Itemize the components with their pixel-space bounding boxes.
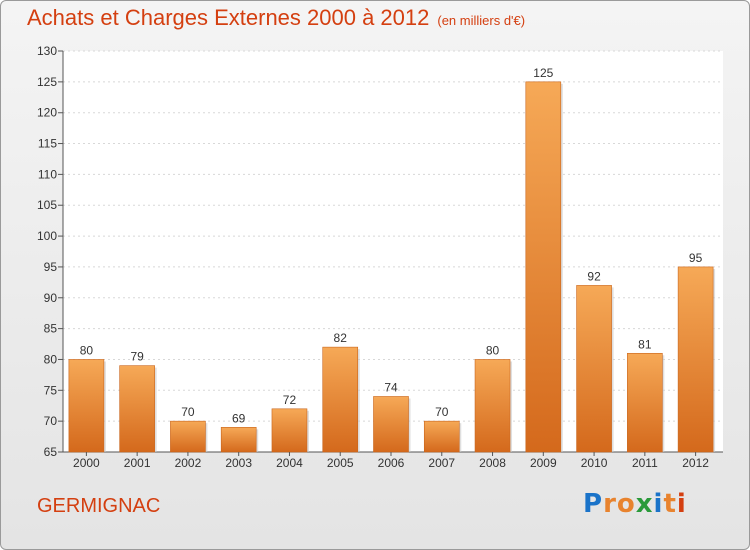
bar — [170, 420, 206, 453]
proxiti-logo: Proxiti — [583, 489, 687, 519]
y-tick-label: 120 — [37, 106, 57, 120]
y-tick-label: 110 — [38, 167, 57, 181]
x-tick-label: 2004 — [276, 456, 303, 470]
logo-letter: i — [653, 489, 664, 519]
x-tick-label: 2006 — [378, 456, 405, 470]
x-tick-label: 2002 — [175, 456, 202, 470]
x-tick-label: 2012 — [682, 456, 709, 470]
bar — [423, 420, 460, 453]
title-text: Achats et Charges Externes 2000 à 2012 — [27, 5, 430, 30]
data-label: 80 — [486, 343, 500, 357]
y-tick-label: 125 — [37, 75, 57, 89]
chart-subtitle: (en milliers d'€) — [437, 13, 526, 28]
bar — [677, 266, 714, 453]
data-label: 72 — [283, 393, 297, 407]
data-label: 69 — [232, 411, 246, 425]
logo-letter: r — [603, 489, 617, 519]
y-tick-label: 80 — [44, 352, 58, 366]
data-label: 125 — [533, 66, 553, 80]
data-label: 74 — [384, 380, 398, 394]
x-tick-label: 2003 — [225, 456, 252, 470]
chart-title: Achats et Charges Externes 2000 à 2012 (e… — [27, 5, 525, 31]
bar — [627, 352, 663, 453]
y-tick-label: 85 — [44, 322, 58, 336]
logo-letter: x — [635, 489, 654, 519]
y-tick-label: 90 — [44, 291, 58, 305]
x-tick-label: 2008 — [479, 456, 506, 470]
data-label: 92 — [587, 269, 601, 283]
data-label: 81 — [638, 337, 652, 351]
bar — [474, 359, 511, 453]
bar — [373, 396, 409, 453]
bar — [576, 285, 612, 453]
bar — [322, 346, 359, 453]
logo-letter: t — [663, 489, 677, 519]
logo-letter: o — [616, 489, 636, 519]
bar — [68, 359, 105, 453]
data-label: 70 — [435, 405, 449, 419]
x-tick-label: 2007 — [428, 456, 455, 470]
y-tick-label: 130 — [37, 44, 57, 58]
y-tick-label: 100 — [37, 229, 57, 243]
y-tick-label: 95 — [44, 260, 58, 274]
bar — [119, 365, 155, 453]
x-tick-label: 2011 — [632, 456, 658, 470]
y-tick-label: 115 — [38, 137, 57, 151]
x-tick-label: 2000 — [73, 456, 100, 470]
data-label: 82 — [334, 331, 348, 345]
y-tick-label: 105 — [37, 198, 57, 212]
x-tick-label: 2001 — [124, 456, 151, 470]
bar — [525, 81, 562, 453]
data-label: 95 — [689, 251, 703, 265]
y-tick-label: 70 — [44, 414, 58, 428]
bar — [271, 408, 308, 453]
x-tick-label: 2010 — [581, 456, 608, 470]
logo-letter: i — [676, 489, 687, 519]
x-tick-label: 2009 — [530, 456, 557, 470]
data-label: 79 — [130, 350, 144, 364]
y-tick-label: 65 — [44, 445, 58, 459]
town-name: GERMIGNAC — [37, 495, 161, 517]
bar — [220, 427, 257, 453]
x-tick-label: 2005 — [327, 456, 354, 470]
y-tick-label: 75 — [44, 383, 58, 397]
data-label: 80 — [80, 343, 94, 357]
logo-letter: P — [583, 489, 604, 519]
data-label: 70 — [181, 405, 195, 419]
